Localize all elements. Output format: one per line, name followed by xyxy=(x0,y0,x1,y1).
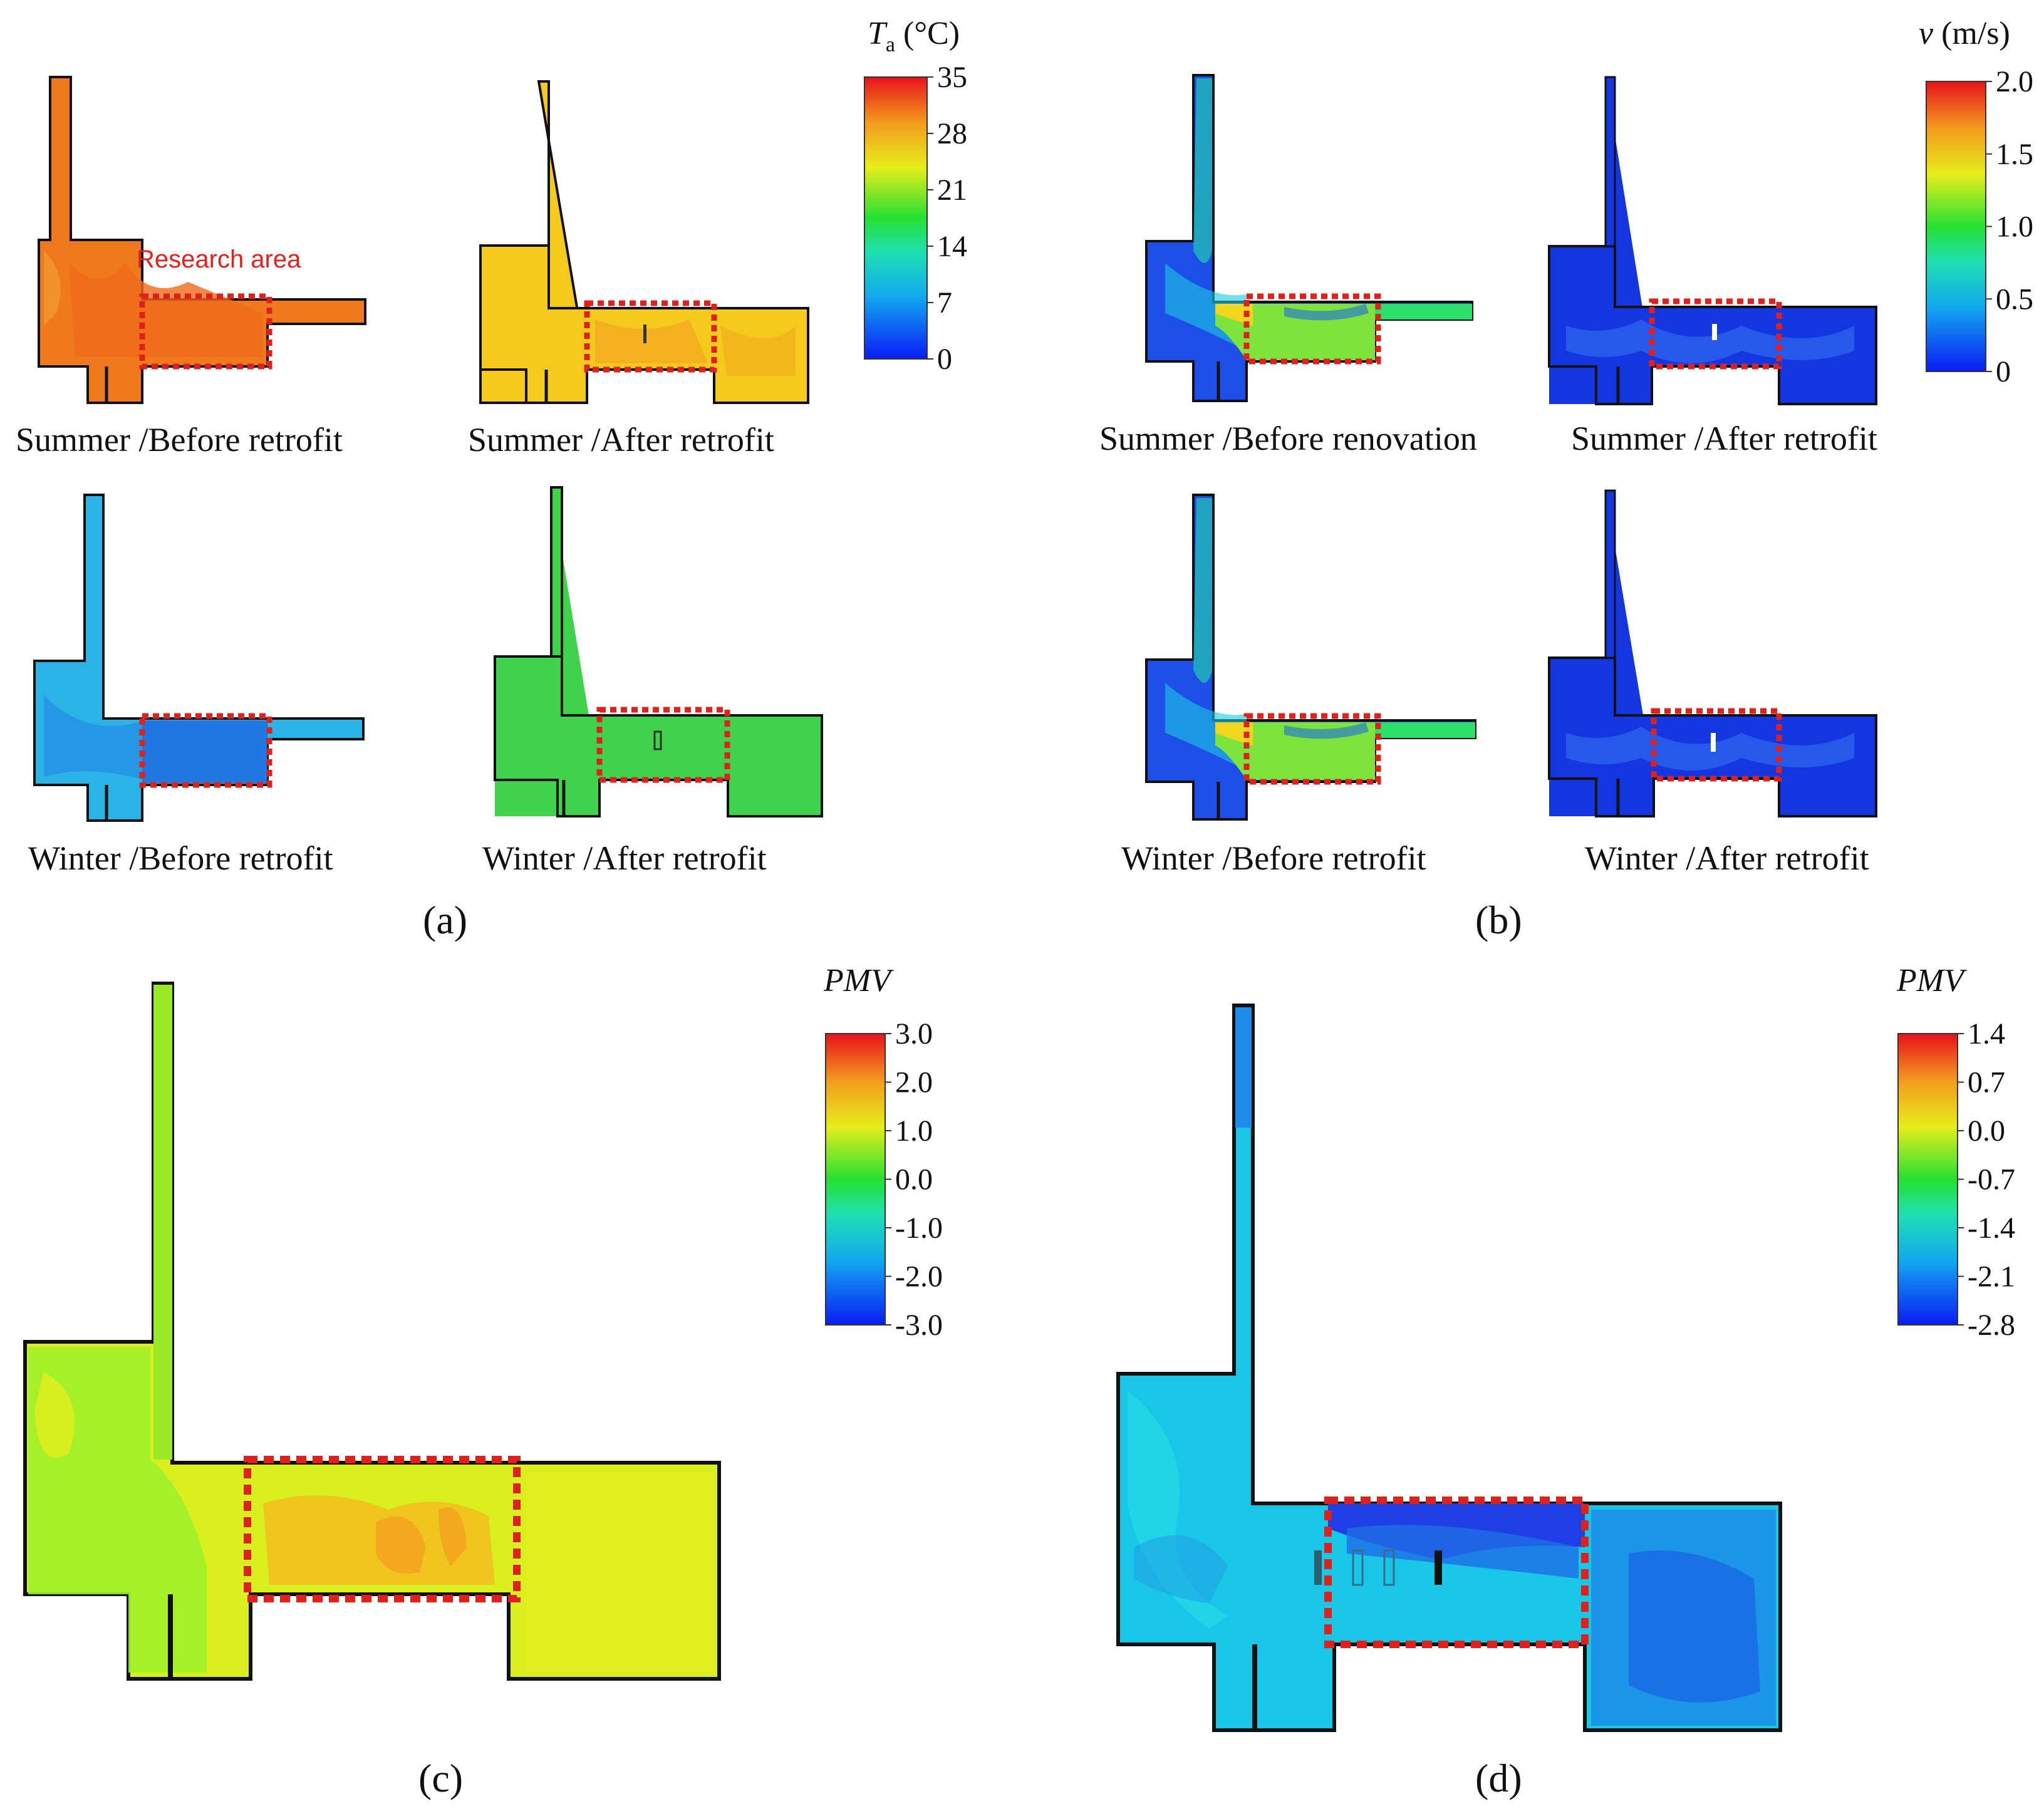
colorbar-tick-label: 21 xyxy=(937,174,967,207)
research-area-box xyxy=(1324,1497,1589,1648)
colorbar-tick-label: -2.0 xyxy=(895,1260,943,1294)
panel-b: Summer /Before renovation Summer /After … xyxy=(1099,16,2033,942)
caption: Summer /After retrofit xyxy=(468,421,774,459)
panel-c: PMV 3.0 2.0 1.0 0.0 -1.0 -2.0 -3.0 (c) xyxy=(23,963,943,1800)
legend-title: PMV xyxy=(1896,963,1967,999)
legend-a: Ta (°C) 35 28 21 14 7 0 xyxy=(864,16,967,376)
map-a-winter-before: Winter /Before retrofit xyxy=(28,494,365,877)
colorbar-tick-label: 0.5 xyxy=(1996,283,2033,316)
caption: Winter /After retrofit xyxy=(1585,839,1869,877)
colorbar-tick-label: -2.1 xyxy=(1968,1260,2015,1294)
map-b-summer-after: Summer /After retrofit xyxy=(1548,76,1877,457)
colorbar-tick-label: -2.8 xyxy=(1968,1309,2015,1342)
legend-c: PMV 3.0 2.0 1.0 0.0 -1.0 -2.0 -3.0 xyxy=(823,963,943,1342)
map-d xyxy=(1116,1004,1782,1732)
colorbar-tick-label: -3.0 xyxy=(895,1309,943,1342)
colorbar-tick-label: -1.4 xyxy=(1968,1212,2015,1245)
colorbar-tick-label: 1.0 xyxy=(895,1114,933,1148)
map-b-winter-before: Winter /Before retrofit xyxy=(1121,494,1476,877)
caption: Winter /After retrofit xyxy=(482,839,767,877)
colorbar-tick-label: 35 xyxy=(937,61,967,94)
research-area-box xyxy=(139,293,272,370)
map-a-winter-after: Winter /After retrofit xyxy=(482,486,823,877)
research-area-box xyxy=(584,300,717,373)
colorbar xyxy=(1897,1033,1958,1326)
map-b-winter-after: Winter /After retrofit xyxy=(1548,489,1877,877)
map-a-summer-after: Summer /After retrofit xyxy=(468,80,809,459)
panel-letter: (d) xyxy=(1475,1756,1522,1800)
legend-b: v (m/s) 2.0 1.5 1.0 0.5 0 xyxy=(1919,16,2033,388)
colorbar-tick-label: 7 xyxy=(937,286,952,319)
colorbar-tick-label: -1.0 xyxy=(895,1212,943,1245)
panel-letter: (c) xyxy=(418,1756,463,1800)
colorbar-tick-label: 0.7 xyxy=(1968,1066,2005,1099)
colorbar-tick-label: 0 xyxy=(1996,355,2011,388)
colorbar-tick-label: 0.0 xyxy=(1968,1114,2005,1148)
legend-title: PMV xyxy=(823,963,894,999)
map-a-summer-before: Research area Summer /Before retrofit xyxy=(16,76,366,459)
panel-d: PMV 1.4 0.7 0.0 -0.7 -1.4 -2.1 -2.8 (d) xyxy=(1116,963,2015,1800)
research-area-box xyxy=(244,1456,521,1602)
colorbar-tick-label: 3.0 xyxy=(895,1017,933,1051)
research-area-box xyxy=(1243,713,1381,785)
caption: Winter /Before retrofit xyxy=(28,839,333,877)
legend-title: Ta (°C) xyxy=(868,16,960,56)
research-area-box xyxy=(596,707,730,783)
map-c xyxy=(23,982,721,1681)
colorbar-tick-label: 0 xyxy=(937,343,952,376)
colorbar xyxy=(825,1033,886,1326)
caption: Summer /Before retrofit xyxy=(16,421,343,459)
caption: Summer /After retrofit xyxy=(1571,420,1877,457)
colorbar-tick-label: -0.7 xyxy=(1968,1163,2015,1196)
research-area-box xyxy=(139,713,272,788)
caption: Summer /Before renovation xyxy=(1099,420,1477,457)
colorbar-tick-label: 1.4 xyxy=(1968,1017,2005,1051)
legend-title: v (m/s) xyxy=(1919,16,2010,51)
colorbar-tick-label: 1.5 xyxy=(1996,138,2033,171)
panel-a: Research area Summer /Before retrofit Su… xyxy=(16,16,967,942)
colorbar-tick-label: 14 xyxy=(937,230,967,263)
research-area-box xyxy=(1649,298,1782,370)
colorbar-tick-label: 28 xyxy=(937,117,967,150)
map-b-summer-before: Summer /Before renovation xyxy=(1099,74,1477,457)
research-area-label: Research area xyxy=(137,246,301,273)
colorbar-tick-label: 1.0 xyxy=(1996,210,2033,244)
colorbar-tick-label: 2.0 xyxy=(895,1066,933,1099)
research-area-box xyxy=(1651,708,1782,782)
colorbar-tick-label: 2.0 xyxy=(1996,65,2033,98)
colorbar xyxy=(1926,81,1986,372)
legend-d: PMV 1.4 0.7 0.0 -0.7 -1.4 -2.1 -2.8 xyxy=(1896,963,2015,1342)
panel-letter: (a) xyxy=(423,898,467,942)
colorbar-tick-label: 0.0 xyxy=(895,1163,933,1196)
panel-letter: (b) xyxy=(1475,898,1522,942)
colorbar xyxy=(864,76,928,360)
caption: Winter /Before retrofit xyxy=(1121,839,1426,877)
research-area-box xyxy=(1243,293,1381,365)
